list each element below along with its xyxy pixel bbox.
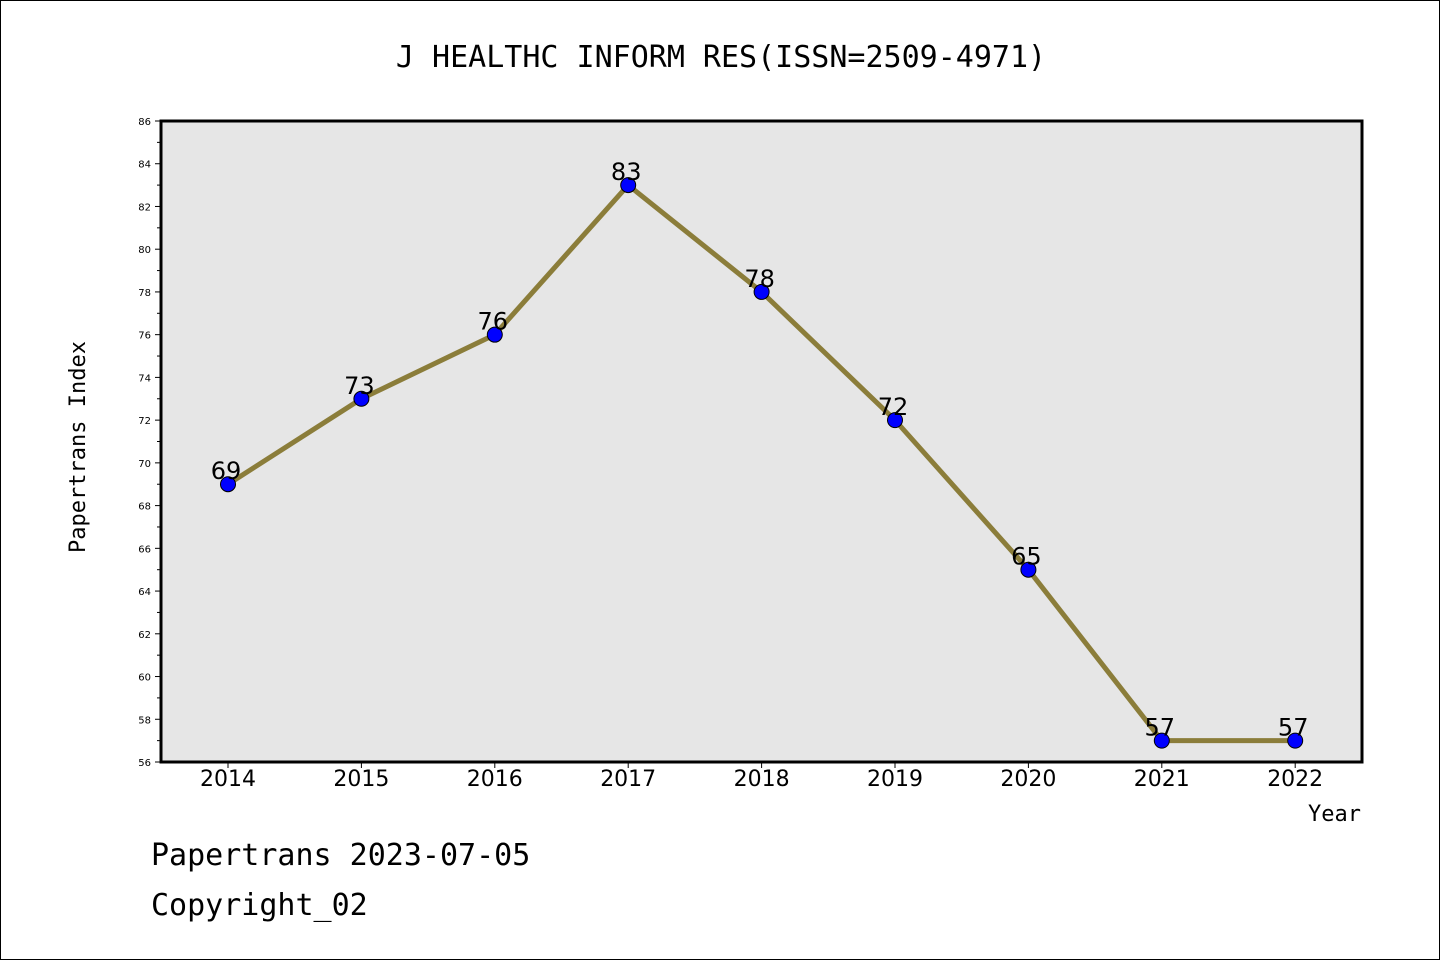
series-group: 69 73 76 83 78 72 65 57 57 [211, 158, 1309, 749]
x-tick-label: 2020 [1000, 767, 1056, 792]
y-tick-label: 60 [138, 673, 151, 684]
data-point [220, 476, 236, 493]
y-axis: 56 58 60 62 64 66 68 70 72 74 76 78 80 82 84 86 [138, 117, 161, 769]
data-point [353, 390, 370, 407]
x-tick-label: 2018 [734, 767, 790, 792]
x-tick-label: 2015 [333, 767, 389, 792]
y-tick-label: 64 [138, 587, 151, 598]
data-point [486, 326, 503, 343]
data-point [1020, 561, 1037, 578]
y-tick-label: 74 [138, 373, 151, 384]
data-label: 57 [1145, 714, 1176, 742]
y-tick-label: 72 [138, 416, 151, 427]
x-tick-label: 2022 [1267, 767, 1323, 792]
y-tick-label: 78 [138, 288, 151, 299]
data-point [1153, 732, 1170, 749]
x-tick-label: 2021 [1134, 767, 1190, 792]
data-point [1287, 732, 1304, 749]
chart-title: J HEALTHC INFORM RES(ISSN=2509-4971) [396, 40, 1046, 75]
y-tick-label: 76 [138, 331, 151, 342]
data-point [753, 283, 770, 300]
x-tick-label: 2016 [467, 767, 523, 792]
y-tick-label: 84 [138, 160, 151, 171]
y-tick-label: 68 [138, 502, 151, 513]
data-point [887, 412, 903, 429]
y-tick-label: 56 [138, 758, 151, 769]
footer-copyright: Copyright_02 [151, 888, 368, 923]
y-tick-label: 80 [138, 245, 151, 256]
y-tick-label: 82 [138, 202, 151, 213]
x-tick-label: 2019 [867, 767, 923, 792]
x-tick-label: 2014 [200, 767, 256, 792]
data-label: 69 [211, 457, 242, 485]
data-point [620, 177, 637, 194]
y-tick-label: 86 [138, 117, 151, 128]
data-label: 65 [1011, 543, 1042, 571]
data-label: 72 [878, 393, 909, 421]
y-tick-label: 58 [138, 715, 151, 726]
x-axis-label: Year [1308, 802, 1361, 827]
footer-date: Papertrans 2023-07-05 [151, 838, 530, 873]
plot-area [159, 119, 1364, 764]
data-label: 73 [344, 372, 375, 400]
data-label: 83 [611, 158, 642, 186]
x-tick-label: 2017 [600, 767, 656, 792]
y-axis-label: Papertrans Index [66, 341, 91, 553]
y-tick-label: 62 [138, 630, 151, 641]
data-label: 57 [1278, 714, 1309, 742]
y-tick-label: 66 [138, 544, 151, 555]
x-axis: 2014 2015 2016 2017 2018 2019 2020 2021 2022 [200, 762, 1323, 792]
y-tick-label: 70 [138, 459, 151, 470]
data-label: 76 [478, 308, 509, 336]
data-label: 78 [744, 265, 775, 293]
